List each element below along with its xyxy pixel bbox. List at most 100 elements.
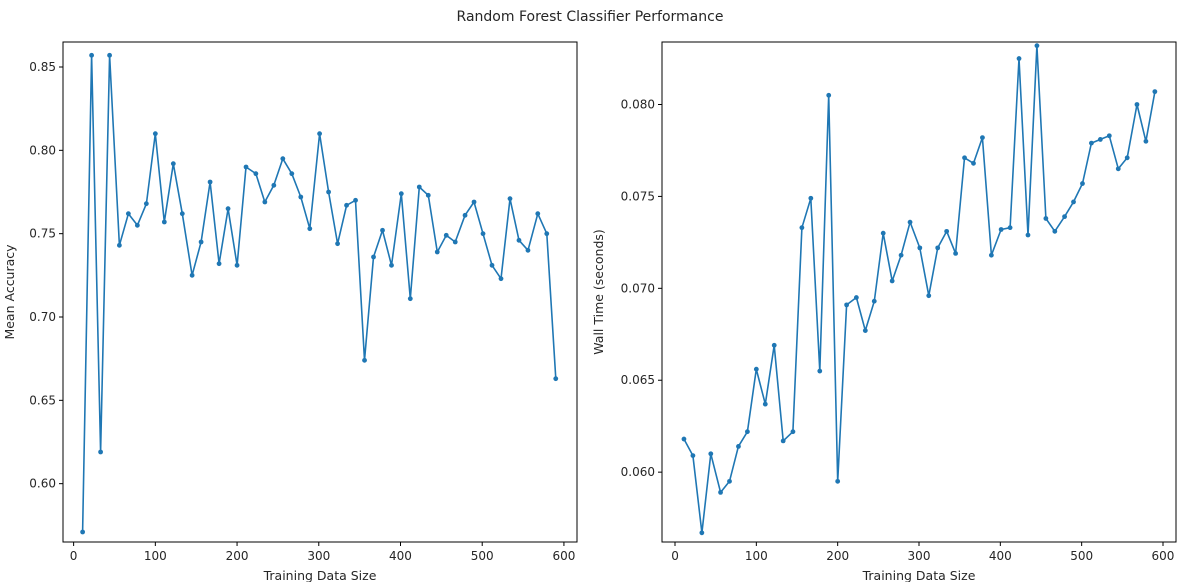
wall-time-x-tick-label: 400 [989,549,1012,563]
wall-time-data-point [862,328,868,334]
accuracy-data-point [507,196,513,202]
accuracy-data-point [452,239,458,245]
wall-time-data-point [898,252,904,258]
accuracy-y-tick-label: 0.70 [29,310,56,324]
accuracy-data-point [553,376,559,382]
wall-time-y-tick-label: 0.080 [621,98,655,112]
accuracy-data-point [234,262,240,268]
accuracy-data-point [80,529,86,535]
wall-time-data-point [1115,166,1121,172]
wall-time-data-point [727,478,732,484]
accuracy-data-point [416,184,422,190]
wall-time-data-point [1007,225,1013,231]
wall-time-data-point [699,530,705,536]
wall-time-data-point [1143,138,1149,144]
accuracy-data-point [179,211,185,217]
accuracy-x-tick-label: 100 [144,549,167,563]
wall-time-x-tick-label: 300 [908,549,931,563]
wall-time-data-point [844,302,850,308]
accuracy-data-point [462,212,468,218]
accuracy-data-point [262,199,268,205]
wall-time-data-point [690,453,696,459]
wall-time-data-point [1124,155,1130,161]
accuracy-data-point [380,227,385,233]
accuracy-data-point [362,357,367,363]
wall-time-data-point [971,160,976,166]
wall-time-axes-frame [661,41,1177,543]
accuracy-data-point [298,194,304,200]
accuracy-data-point [443,232,449,238]
accuracy-data-point [398,191,404,197]
accuracy-data-point [98,449,103,455]
accuracy-x-tick-label: 500 [471,549,494,563]
wall-time-data-point [880,230,886,236]
accuracy-data-point [134,222,140,228]
wall-time-y-axis-label: Wall Time (seconds) [591,229,606,355]
accuracy-x-tick-label: 300 [307,549,330,563]
wall-time-data-point [926,293,932,299]
wall-time-data-point [799,225,805,231]
wall-time-data-point [1052,228,1058,234]
accuracy-data-point [116,242,122,248]
wall-time-data-point [889,278,895,284]
wall-time-data-point [1034,43,1040,49]
accuracy-data-point [289,171,295,177]
accuracy-y-tick-label: 0.75 [29,227,56,241]
accuracy-data-point [253,171,259,177]
accuracy-data-point [143,201,149,207]
wall-time-data-point [780,438,786,444]
accuracy-x-tick-label: 200 [226,549,249,563]
accuracy-data-point [516,237,522,243]
wall-time-data-point [907,219,913,225]
accuracy-data-point [425,192,431,198]
accuracy-y-tick-label: 0.60 [29,477,56,491]
wall-time-data-point [835,478,841,484]
wall-time-x-axis-label: Training Data Size [862,568,976,582]
wall-time-data-point [808,195,814,201]
wall-time-data-point [1016,56,1022,61]
wall-time-x-tick-label: 0 [671,549,679,563]
wall-time-data-point [917,245,923,251]
wall-time-data-point [988,252,994,258]
wall-time-x-tick-label: 100 [745,549,768,563]
accuracy-y-tick-label: 0.85 [29,60,56,74]
accuracy-y-axis-label: Mean Accuracy [2,244,17,340]
wall-time-data-point [1097,137,1103,142]
wall-time-data-point [1089,140,1094,146]
accuracy-x-tick-label: 600 [552,549,575,563]
accuracy-data-point [207,179,213,185]
accuracy-data-point [243,164,249,170]
accuracy-data-point [498,276,504,282]
wall-time-data-point [953,250,958,256]
wall-time-data-point [790,429,796,435]
wall-time-data-point [681,436,687,442]
accuracy-data-point [161,219,167,225]
wall-time-data-point [1106,133,1112,139]
accuracy-data-point [307,226,313,232]
accuracy-data-point [489,262,495,268]
wall-time-data-point [980,135,985,140]
accuracy-data-point [280,156,286,162]
accuracy-data-point [480,231,486,237]
accuracy-data-point [434,249,440,255]
accuracy-data-point [544,231,550,237]
wall-time-data-point [826,92,832,98]
accuracy-data-point [335,241,340,247]
accuracy-data-point [525,247,531,253]
wall-time-y-tick-label: 0.060 [621,465,655,479]
accuracy-data-point [89,52,95,58]
wall-time-x-tick-label: 500 [1070,549,1093,563]
wall-time-data-point [771,342,777,348]
wall-time-data-point [1134,102,1140,107]
wall-time-data-point [718,489,723,495]
accuracy-data-point [535,211,541,217]
wall-time-data-point [1043,216,1049,221]
accuracy-data-point [407,296,413,302]
wall-time-data-point [962,155,967,161]
wall-time-data-point [998,227,1004,232]
wall-time-plot: 0 100 200 300 400 500 600 0.060 0.065 0.070 0.075 0… [591,41,1177,582]
wall-time-data-point [762,401,768,407]
accuracy-data-point [107,52,112,58]
wall-time-y-tick-label: 0.070 [621,281,655,295]
